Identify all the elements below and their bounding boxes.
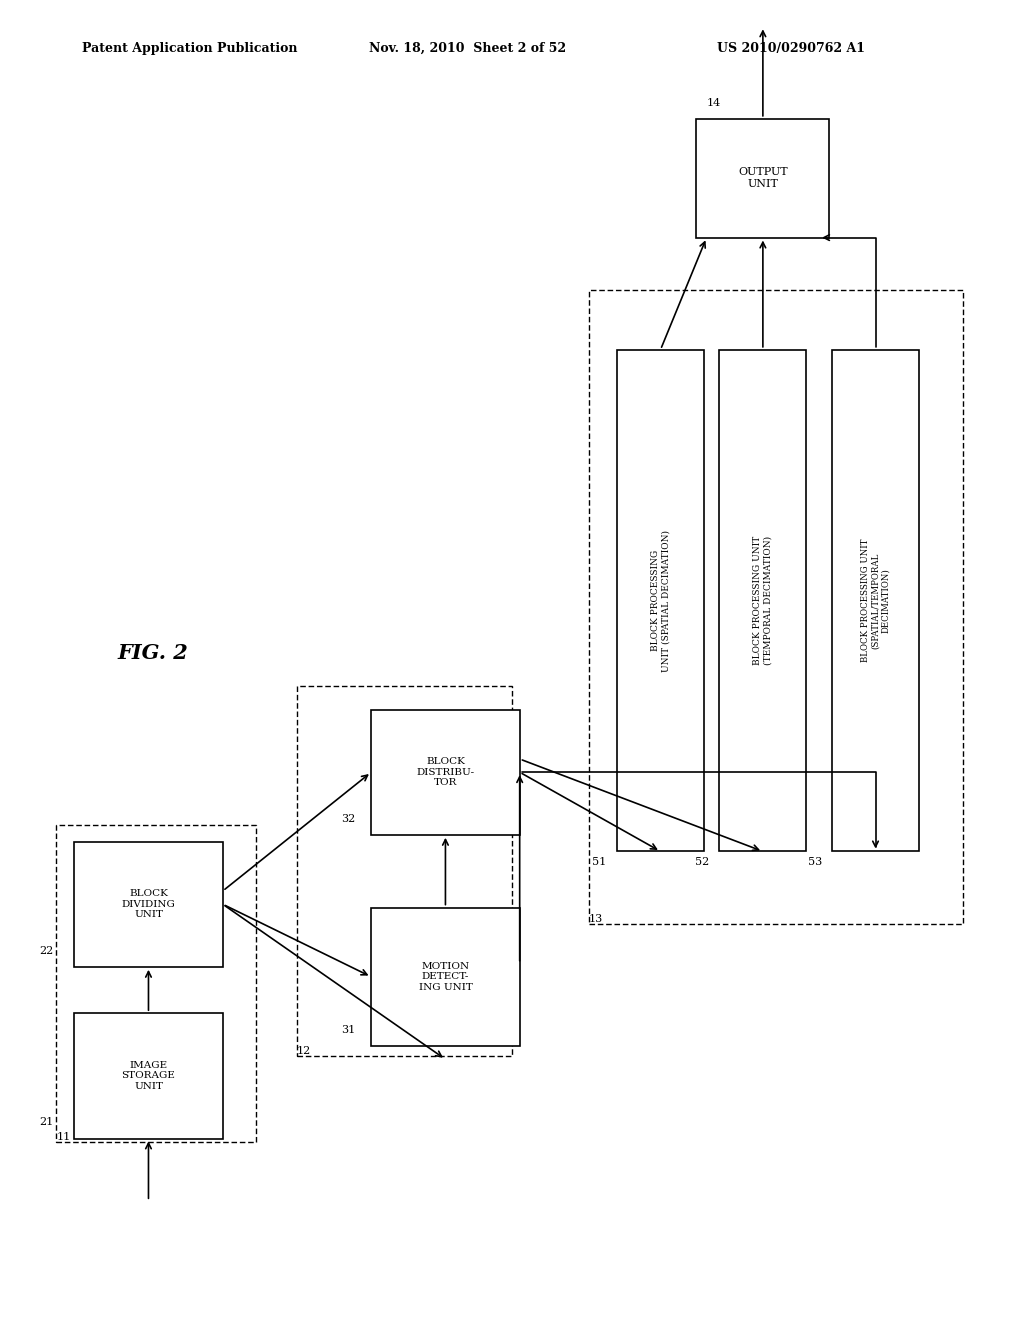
Text: 52: 52 xyxy=(695,857,709,867)
Text: BLOCK PROCESSING UNIT
(TEMPORAL DECIMATION): BLOCK PROCESSING UNIT (TEMPORAL DECIMATI… xyxy=(754,536,772,665)
Text: BLOCK PROCESSING UNIT
(SPATIAL/TEMPORAL
DECIMATION): BLOCK PROCESSING UNIT (SPATIAL/TEMPORAL … xyxy=(860,539,891,663)
Text: Patent Application Publication: Patent Application Publication xyxy=(82,42,297,55)
Text: 13: 13 xyxy=(589,913,603,924)
Text: 31: 31 xyxy=(342,1024,356,1035)
Text: IMAGE
STORAGE
UNIT: IMAGE STORAGE UNIT xyxy=(122,1061,175,1090)
Text: 21: 21 xyxy=(40,1117,53,1127)
Bar xyxy=(371,710,519,836)
Text: 12: 12 xyxy=(297,1045,311,1056)
Bar xyxy=(297,686,512,1056)
Bar xyxy=(371,908,519,1045)
Text: BLOCK PROCESSING
UNIT (SPATIAL DECIMATION): BLOCK PROCESSING UNIT (SPATIAL DECIMATIO… xyxy=(651,529,670,672)
Text: FIG. 2: FIG. 2 xyxy=(118,643,188,664)
Text: Nov. 18, 2010  Sheet 2 of 52: Nov. 18, 2010 Sheet 2 of 52 xyxy=(369,42,566,55)
Bar xyxy=(74,1014,222,1138)
Bar xyxy=(719,350,807,851)
Text: 22: 22 xyxy=(40,945,53,956)
Text: 11: 11 xyxy=(56,1131,71,1142)
Bar xyxy=(589,290,963,924)
Bar xyxy=(696,119,829,238)
Text: 32: 32 xyxy=(342,813,356,824)
Bar xyxy=(616,350,705,851)
Text: US 2010/0290762 A1: US 2010/0290762 A1 xyxy=(717,42,865,55)
Text: 14: 14 xyxy=(707,98,721,108)
Bar xyxy=(56,825,256,1142)
Text: OUTPUT
UNIT: OUTPUT UNIT xyxy=(738,168,787,189)
Text: 51: 51 xyxy=(593,857,606,867)
Bar xyxy=(74,842,222,966)
Text: 53: 53 xyxy=(808,857,821,867)
Text: BLOCK
DIVIDING
UNIT: BLOCK DIVIDING UNIT xyxy=(122,890,175,919)
Bar xyxy=(831,350,920,851)
Text: MOTION
DETECT-
ING UNIT: MOTION DETECT- ING UNIT xyxy=(419,962,472,991)
Text: BLOCK
DISTRIBU-
TOR: BLOCK DISTRIBU- TOR xyxy=(417,758,474,787)
